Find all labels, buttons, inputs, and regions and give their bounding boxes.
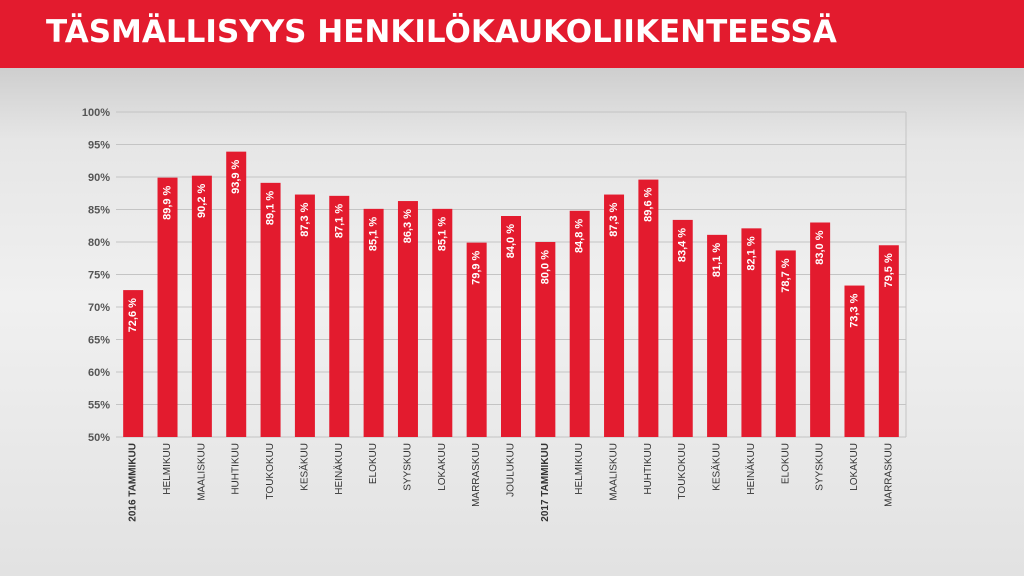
x-tick-label: MARRASKUU	[883, 443, 894, 507]
bar-data-label: 89,6 %	[642, 187, 654, 221]
x-tick-label: KESÄKUU	[298, 443, 310, 491]
title-bar: TÄSMÄLLISYYS HENKILÖKAUKOLIIKENTEESSÄ	[0, 0, 1024, 68]
bar-data-label: 73,3 %	[848, 293, 860, 327]
x-axis-ticks: 2016 TAMMIKUU HELMIKUU MAALISKUU HUHTIKUU TO…	[128, 443, 895, 522]
bar-data-label: 85,1 %	[368, 217, 380, 251]
x-tick-label: MARRASKUU	[471, 443, 482, 507]
x-tick-label: LOKAKUU	[437, 443, 448, 491]
data-labels: 72,6 % 89,9 % 90,2 % 93,9 % 89,1 % 87,3 % 87,1…	[127, 159, 895, 332]
x-tick-label: 2016 TAMMIKUU	[128, 443, 139, 522]
y-tick-label: 75%	[88, 270, 110, 282]
y-tick-label: 100%	[82, 107, 110, 119]
bar	[294, 194, 315, 437]
bar	[363, 208, 384, 437]
y-tick-label: 50%	[88, 432, 110, 444]
bar-data-label: 85,1 %	[436, 217, 448, 251]
bar-data-label: 89,1 %	[265, 191, 277, 225]
x-tick-label: HELMIKUU	[162, 443, 173, 495]
x-tick-label: SYYSKUU	[402, 443, 413, 491]
x-tick-label: ELOKUU	[368, 443, 379, 484]
bar-data-label: 80,0 %	[539, 250, 551, 284]
bar-data-label: 86,3 %	[402, 209, 414, 243]
bar	[123, 290, 144, 437]
bar-data-label: 79,5 %	[883, 253, 895, 287]
bar-data-label: 84,0 %	[505, 224, 517, 258]
bar	[501, 216, 521, 437]
bar	[707, 234, 728, 437]
bar-data-label: 90,2 %	[196, 183, 208, 217]
bar-data-label: 87,1 %	[333, 204, 345, 238]
bar-data-label: 83,0 %	[814, 230, 826, 264]
x-tick-label: TOUKOKUU	[677, 443, 688, 500]
bar-data-label: 83,4 %	[677, 228, 689, 262]
x-tick-label: MAALISKUU	[609, 443, 620, 501]
bar-data-label: 72,6 %	[127, 298, 139, 332]
bar	[604, 194, 625, 437]
bar	[535, 242, 556, 437]
x-tick-label: HUHTIKUU	[643, 443, 654, 495]
bar-data-label: 81,1 %	[711, 243, 723, 277]
bars	[123, 151, 899, 437]
x-tick-label: HUHTIKUU	[231, 443, 242, 495]
x-tick-label: HEINÄKUU	[745, 443, 757, 495]
bar	[672, 219, 693, 437]
x-tick-label: 2017 TAMMIKUU	[540, 443, 551, 522]
x-tick-label: TOUKOKUU	[265, 443, 276, 500]
y-axis-ticks: 100% 95% 90% 85% 80% 75% 70% 65% 60% 55% 50%	[82, 107, 110, 444]
bar-data-label: 93,9 %	[230, 159, 242, 193]
bar	[878, 245, 899, 437]
bar	[260, 182, 281, 437]
bar	[157, 177, 178, 437]
bar	[432, 208, 453, 437]
y-tick-label: 55%	[88, 400, 110, 412]
y-tick-label: 90%	[88, 172, 110, 184]
bar	[397, 201, 418, 437]
bar	[569, 210, 590, 437]
bar-data-label: 84,8 %	[574, 219, 586, 253]
x-tick-label: SYYSKUU	[815, 443, 826, 491]
x-tick-label: LOKAKUU	[849, 443, 860, 491]
bar-data-label: 87,3 %	[608, 202, 620, 236]
x-tick-label: MAALISKUU	[196, 443, 207, 501]
page-title: TÄSMÄLLISYYS HENKILÖKAUKOLIIKENTEESSÄ	[46, 14, 837, 50]
bar	[810, 222, 831, 437]
bar	[741, 228, 762, 437]
y-tick-label: 70%	[88, 302, 110, 314]
y-tick-label: 80%	[88, 237, 110, 249]
bar-data-label: 79,9 %	[471, 250, 483, 284]
bar-data-label: 78,7 %	[780, 258, 792, 292]
bar-data-label: 87,3 %	[299, 202, 311, 236]
bar	[638, 179, 659, 437]
x-tick-label: JOULUKUU	[506, 443, 517, 497]
y-tick-label: 85%	[88, 205, 110, 217]
y-tick-label: 65%	[88, 335, 110, 347]
x-tick-label: HELMIKUU	[574, 443, 585, 495]
x-tick-label: KESÄKUU	[711, 443, 723, 491]
bar	[844, 285, 865, 437]
y-tick-label: 60%	[88, 367, 110, 379]
bar-data-label: 82,1 %	[745, 236, 757, 270]
bar	[466, 242, 487, 437]
bar	[226, 151, 247, 437]
bar	[775, 250, 796, 437]
x-tick-label: ELOKUU	[780, 443, 791, 484]
x-tick-label: HEINÄKUU	[333, 443, 345, 495]
bar	[329, 195, 350, 437]
y-tick-label: 95%	[88, 140, 110, 152]
bar-data-label: 89,9 %	[162, 185, 174, 219]
bar	[191, 175, 212, 437]
